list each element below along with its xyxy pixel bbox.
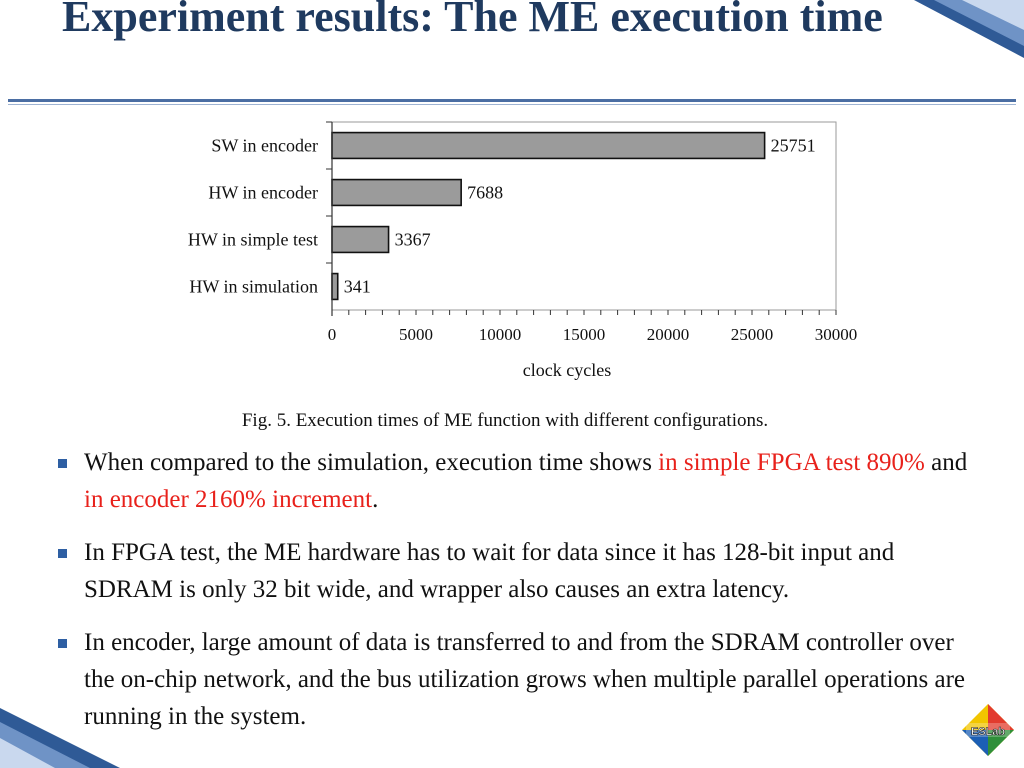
bullet-square-icon (58, 639, 67, 648)
chart-x-tick-label: 10000 (479, 325, 522, 344)
chart-x-tick-label: 0 (328, 325, 337, 344)
bullet-highlight-text: in simple FPGA test 890% (658, 449, 925, 476)
execution-time-bar-chart: SW in encoder HW in encoder HW in simple t… (188, 121, 858, 431)
chart-bar (331, 178, 462, 207)
chart-data-label: 341 (344, 277, 371, 297)
chart-category-label: HW in simple test (188, 230, 318, 250)
chart-x-tick-label: 5000 (399, 325, 433, 344)
logo-text: ESLab (971, 726, 1006, 738)
bullet-text: and (924, 449, 968, 476)
bullet-text: In encoder, large amount of data is tran… (84, 629, 966, 730)
figure-caption: Fig. 5. Execution times of ME function w… (242, 410, 768, 431)
title-rule-thin (8, 104, 1016, 105)
slide-title: Experiment results: The ME execution tim… (62, 0, 883, 41)
chart-category-label: SW in encoder (211, 136, 318, 156)
corner-decoration-bottom-left (0, 708, 120, 768)
bullet-list: When compared to the simulation, executi… (56, 444, 976, 751)
chart-x-tick-label: 20000 (647, 325, 690, 344)
bullet-text: In FPGA test, the ME hardware has to wai… (84, 539, 895, 603)
chart-data-label: 7688 (467, 183, 503, 203)
bullet-text: When compared to the simulation, executi… (84, 449, 659, 476)
chart-category-label: HW in encoder (208, 183, 318, 203)
bullet-item: In FPGA test, the ME hardware has to wai… (56, 534, 976, 608)
bullet-item: In encoder, large amount of data is tran… (56, 624, 976, 735)
chart-bar (331, 131, 766, 160)
eslab-logo: ESLab (962, 704, 1014, 756)
chart-bar (331, 225, 390, 254)
bullet-item: When compared to the simulation, executi… (56, 444, 976, 518)
corner-decoration-top-right (914, 0, 1024, 58)
bullet-square-icon (58, 549, 67, 558)
bullet-text: . (372, 486, 379, 513)
chart-x-tick-label: 25000 (731, 325, 774, 344)
title-rule (8, 99, 1016, 102)
chart-x-axis-label: clock cycles (523, 360, 611, 380)
chart-data-label: 25751 (771, 136, 816, 156)
bullet-highlight-text: in encoder 2160% increment (84, 486, 373, 513)
chart-category-label: HW in simulation (189, 277, 318, 297)
bullet-square-icon (58, 459, 67, 468)
chart-data-label: 3367 (395, 230, 431, 250)
chart-x-tick-label: 30000 (815, 325, 858, 344)
chart-bar (331, 272, 339, 301)
chart-x-tick-label: 15000 (563, 325, 606, 344)
